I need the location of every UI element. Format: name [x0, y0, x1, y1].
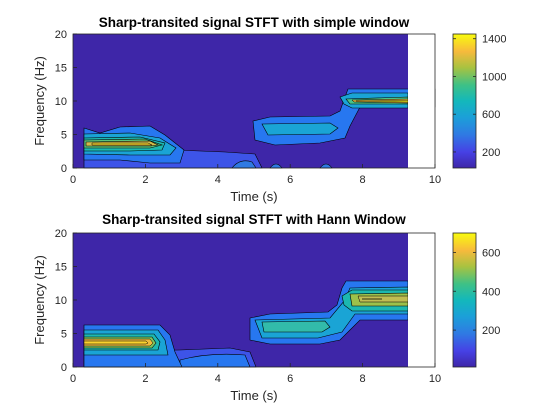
chart-2-colorbar: 200 400 600 — [452, 232, 500, 368]
colorbar-tick-label: 600 — [482, 247, 500, 259]
chart-2-title: Sharp-transited signal STFT with Hann Wi… — [102, 212, 406, 227]
chart-2-contour-noise-inner — [179, 353, 251, 368]
chart-2-ytick-label: 15 — [55, 262, 67, 274]
chart-2-ytick-label: 10 — [55, 295, 67, 307]
colorbar-tick-label: 600 — [482, 109, 500, 121]
colorbar-tick-label: 200 — [482, 147, 500, 159]
chart-2-xtick-label: 8 — [360, 373, 366, 385]
chart-1-ytick-label: 15 — [55, 63, 67, 75]
chart-1-ylabel: Frequency (Hz) — [32, 56, 47, 146]
chart-1-ytick-label: 0 — [61, 163, 67, 175]
chart-1-title: Sharp-transited signal STFT with simple … — [99, 15, 410, 30]
chart-2-tick-marks — [72, 232, 436, 368]
chart-1-xtick-label: 0 — [70, 174, 76, 186]
chart-2-colorbar-gradient — [453, 233, 476, 367]
chart-2: Sharp-transited signal STFT with Hann Wi… — [32, 212, 500, 403]
chart-2-ytick-label: 0 — [61, 362, 67, 374]
chart-2-xtick-label: 2 — [142, 373, 148, 385]
chart-1-xtick-label: 6 — [287, 174, 293, 186]
chart-2-colorbar-frame — [452, 232, 477, 368]
chart-1-xlabel: Time (s) — [230, 189, 277, 204]
colorbar-tick-label: 1000 — [482, 71, 506, 83]
chart-1-colorbar-ticks: 200 600 1000 1400 — [453, 34, 506, 159]
chart-2-ytick-label: 5 — [61, 329, 67, 341]
colorbar-tick-label: 200 — [482, 325, 500, 337]
chart-2-ytick-label: 20 — [55, 228, 67, 240]
chart-1-contour-segment-2-level-2 — [261, 122, 339, 136]
chart-1-xtick-label: 10 — [429, 174, 441, 186]
chart-1-ytick-label: 20 — [55, 29, 67, 41]
colorbar-tick-label: 400 — [482, 286, 500, 298]
chart-1-colorbar-frame — [452, 33, 477, 169]
chart-1-ytick-label: 10 — [55, 96, 67, 108]
chart-1-contour-noise-blob — [231, 160, 257, 169]
chart-1-colorbar: 200 600 1000 1400 — [452, 33, 506, 169]
chart-2-xtick-label: 0 — [70, 373, 76, 385]
chart-1-xtick-label: 8 — [360, 174, 366, 186]
chart-2-xtick-label: 10 — [429, 373, 441, 385]
chart-1-xtick-label: 2 — [142, 174, 148, 186]
colorbar-tick-label: 1400 — [482, 34, 506, 46]
chart-1-colorbar-gradient — [453, 34, 476, 168]
chart-1-tick-marks — [72, 33, 436, 169]
chart-2-xtick-label: 4 — [215, 373, 221, 385]
chart-2-contour-segment-1-level-6 — [83, 340, 149, 345]
chart-2-blank-strip — [408, 233, 435, 367]
chart-1-blank-strip — [408, 34, 435, 168]
chart-2-xtick-label: 6 — [287, 373, 293, 385]
chart-2-contour-segment-2-level-3 — [261, 320, 331, 333]
chart-1-ytick-label: 5 — [61, 130, 67, 142]
chart-1: Sharp-transited signal STFT with simple … — [32, 15, 506, 204]
chart-1-contour-segment-1-level-6 — [91, 142, 153, 146]
chart-1-xtick-label: 4 — [215, 174, 221, 186]
chart-2-ylabel: Frequency (Hz) — [32, 255, 47, 345]
chart-2-xlabel: Time (s) — [230, 388, 277, 403]
chart-2-colorbar-ticks: 200 400 600 — [453, 247, 500, 337]
